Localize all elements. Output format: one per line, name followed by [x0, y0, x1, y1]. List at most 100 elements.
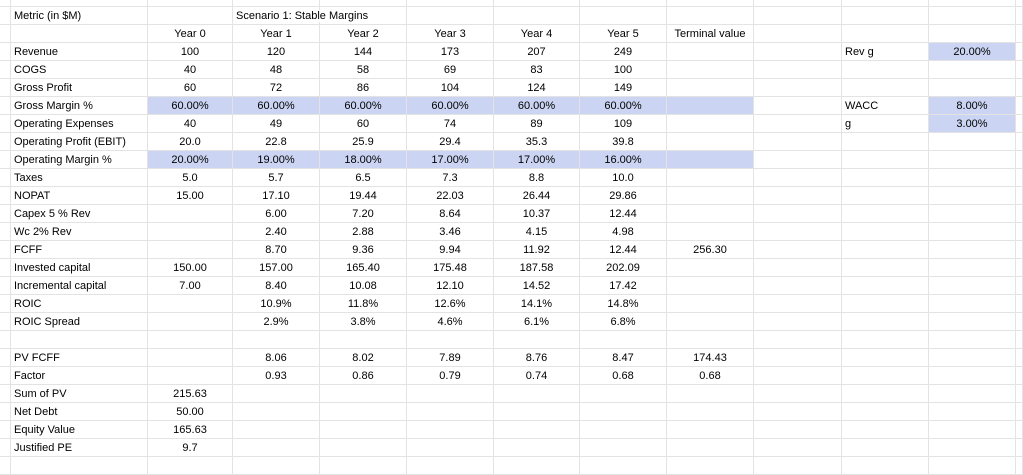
value-cell[interactable]: 165.40 — [320, 259, 407, 277]
cell-r20-c10[interactable] — [842, 349, 929, 367]
value-cell[interactable]: 120 — [233, 43, 320, 61]
cell-r1-c11[interactable] — [929, 7, 1016, 25]
cell-r2-c0[interactable] — [0, 25, 11, 43]
row-label-cell[interactable]: Taxes — [11, 169, 148, 187]
cell-r20-c11[interactable] — [929, 349, 1016, 367]
cell-r26-c6[interactable] — [494, 457, 580, 475]
cell-r15-c11[interactable] — [929, 259, 1016, 277]
cell-r9-c11[interactable] — [929, 151, 1016, 169]
cell-r4-c9[interactable] — [754, 61, 842, 79]
value-cell[interactable]: 48 — [233, 61, 320, 79]
cell-r1-c0[interactable] — [0, 7, 11, 25]
cell-r9-c12[interactable] — [1016, 151, 1023, 169]
value-cell[interactable] — [667, 331, 754, 349]
value-cell[interactable]: 12.44 — [580, 241, 667, 259]
value-cell[interactable]: 60 — [320, 115, 407, 133]
value-cell[interactable] — [407, 403, 494, 421]
value-cell[interactable] — [667, 151, 754, 169]
cell-r10-c11[interactable] — [929, 169, 1016, 187]
cell-r21-c11[interactable] — [929, 367, 1016, 385]
value-cell[interactable]: 249 — [580, 43, 667, 61]
value-cell[interactable]: 2.9% — [233, 313, 320, 331]
value-cell[interactable] — [320, 403, 407, 421]
value-cell[interactable] — [667, 169, 754, 187]
value-cell[interactable]: 83 — [494, 61, 580, 79]
value-cell[interactable] — [407, 439, 494, 457]
cell-r10-c12[interactable] — [1016, 169, 1023, 187]
value-cell[interactable]: 100 — [580, 61, 667, 79]
value-cell[interactable] — [233, 421, 320, 439]
value-cell[interactable]: 8.47 — [580, 349, 667, 367]
value-cell[interactable]: 3.8% — [320, 313, 407, 331]
value-cell[interactable] — [148, 367, 233, 385]
value-cell[interactable]: 175.48 — [407, 259, 494, 277]
cell-r0-c9[interactable] — [754, 0, 842, 7]
year-header-cell[interactable]: Year 1 — [233, 25, 320, 43]
value-cell[interactable]: 4.6% — [407, 313, 494, 331]
cell-r5-c9[interactable] — [754, 79, 842, 97]
value-cell[interactable]: 14.1% — [494, 295, 580, 313]
cell-r23-c11[interactable] — [929, 403, 1016, 421]
row-label-cell[interactable]: ROIC Spread — [11, 313, 148, 331]
value-cell[interactable]: 2.40 — [233, 223, 320, 241]
year-header-cell[interactable]: Year 0 — [148, 25, 233, 43]
value-cell[interactable]: 60.00% — [580, 97, 667, 115]
cell-r26-c5[interactable] — [407, 457, 494, 475]
value-cell[interactable] — [407, 385, 494, 403]
metric-header-cell[interactable]: Metric (in $M) — [11, 7, 148, 25]
assumption-value-cell[interactable]: 20.00% — [929, 43, 1016, 61]
value-cell[interactable]: 0.79 — [407, 367, 494, 385]
value-cell[interactable]: 8.76 — [494, 349, 580, 367]
value-cell[interactable]: 4.98 — [580, 223, 667, 241]
value-cell[interactable]: 60.00% — [320, 97, 407, 115]
cell-r21-c9[interactable] — [754, 367, 842, 385]
cell-r17-c0[interactable] — [0, 295, 11, 313]
cell-r22-c9[interactable] — [754, 385, 842, 403]
cell-r23-c10[interactable] — [842, 403, 929, 421]
cell-r18-c10[interactable] — [842, 313, 929, 331]
cell-r19-c11[interactable] — [929, 331, 1016, 349]
value-cell[interactable]: 6.00 — [233, 205, 320, 223]
row-label-cell[interactable]: Incremental capital — [11, 277, 148, 295]
year-header-cell[interactable]: Year 4 — [494, 25, 580, 43]
cell-r2-c12[interactable] — [1016, 25, 1023, 43]
value-cell[interactable]: 150.00 — [148, 259, 233, 277]
value-cell[interactable]: 7.00 — [148, 277, 233, 295]
value-cell[interactable]: 10.37 — [494, 205, 580, 223]
cell-r26-c1[interactable] — [11, 457, 148, 475]
value-cell[interactable]: 20.0 — [148, 133, 233, 151]
cell-r25-c12[interactable] — [1016, 439, 1023, 457]
cell-r8-c11[interactable] — [929, 133, 1016, 151]
value-cell[interactable]: 6.5 — [320, 169, 407, 187]
year-header-cell[interactable]: Year 2 — [320, 25, 407, 43]
value-cell[interactable] — [233, 385, 320, 403]
value-cell[interactable]: 10.9% — [233, 295, 320, 313]
value-cell[interactable]: 8.8 — [494, 169, 580, 187]
cell-r18-c9[interactable] — [754, 313, 842, 331]
cell-r1-c7[interactable] — [580, 7, 667, 25]
cell-r14-c10[interactable] — [842, 241, 929, 259]
row-label-cell[interactable]: Factor — [11, 367, 148, 385]
cell-r20-c0[interactable] — [0, 349, 11, 367]
value-cell[interactable]: 89 — [494, 115, 580, 133]
cell-r25-c0[interactable] — [0, 439, 11, 457]
cell-r26-c12[interactable] — [1016, 457, 1023, 475]
value-cell[interactable]: 109 — [580, 115, 667, 133]
value-cell[interactable] — [667, 259, 754, 277]
cell-r24-c0[interactable] — [0, 421, 11, 439]
cell-r7-c12[interactable] — [1016, 115, 1023, 133]
cell-r18-c11[interactable] — [929, 313, 1016, 331]
cell-r19-c10[interactable] — [842, 331, 929, 349]
value-cell[interactable] — [667, 439, 754, 457]
cell-r25-c10[interactable] — [842, 439, 929, 457]
cell-r1-c9[interactable] — [754, 7, 842, 25]
cell-r4-c12[interactable] — [1016, 61, 1023, 79]
row-label-cell[interactable]: NOPAT — [11, 187, 148, 205]
value-cell[interactable]: 165.63 — [148, 421, 233, 439]
cell-r15-c12[interactable] — [1016, 259, 1023, 277]
cell-r10-c10[interactable] — [842, 169, 929, 187]
value-cell[interactable] — [667, 205, 754, 223]
cell-r20-c12[interactable] — [1016, 349, 1023, 367]
cell-r15-c9[interactable] — [754, 259, 842, 277]
value-cell[interactable] — [320, 421, 407, 439]
